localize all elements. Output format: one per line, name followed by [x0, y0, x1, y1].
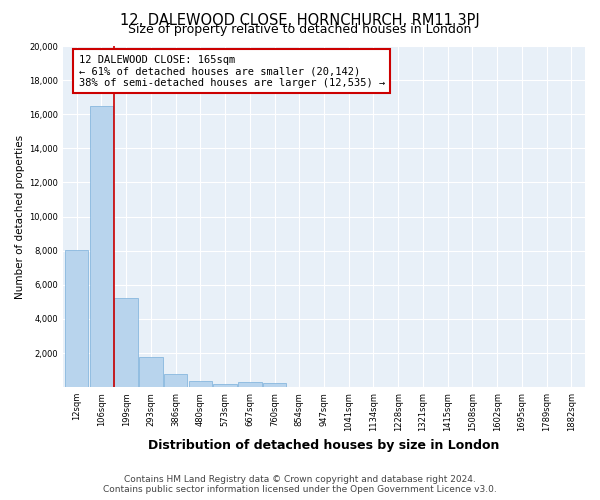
X-axis label: Distribution of detached houses by size in London: Distribution of detached houses by size …	[148, 440, 500, 452]
Text: 12, DALEWOOD CLOSE, HORNCHURCH, RM11 3PJ: 12, DALEWOOD CLOSE, HORNCHURCH, RM11 3PJ	[120, 12, 480, 28]
Bar	[214, 384, 237, 387]
Bar	[263, 383, 286, 387]
Text: Size of property relative to detached houses in London: Size of property relative to detached ho…	[128, 22, 472, 36]
Bar	[115, 298, 138, 387]
Bar	[164, 374, 187, 387]
Text: 12 DALEWOOD CLOSE: 165sqm
← 61% of detached houses are smaller (20,142)
38% of s: 12 DALEWOOD CLOSE: 165sqm ← 61% of detac…	[79, 54, 385, 88]
Bar	[65, 250, 88, 387]
Y-axis label: Number of detached properties: Number of detached properties	[15, 134, 25, 298]
Bar	[139, 358, 163, 387]
Bar	[89, 106, 113, 387]
Bar	[238, 382, 262, 387]
Bar	[188, 381, 212, 387]
Text: Contains HM Land Registry data © Crown copyright and database right 2024.
Contai: Contains HM Land Registry data © Crown c…	[103, 474, 497, 494]
